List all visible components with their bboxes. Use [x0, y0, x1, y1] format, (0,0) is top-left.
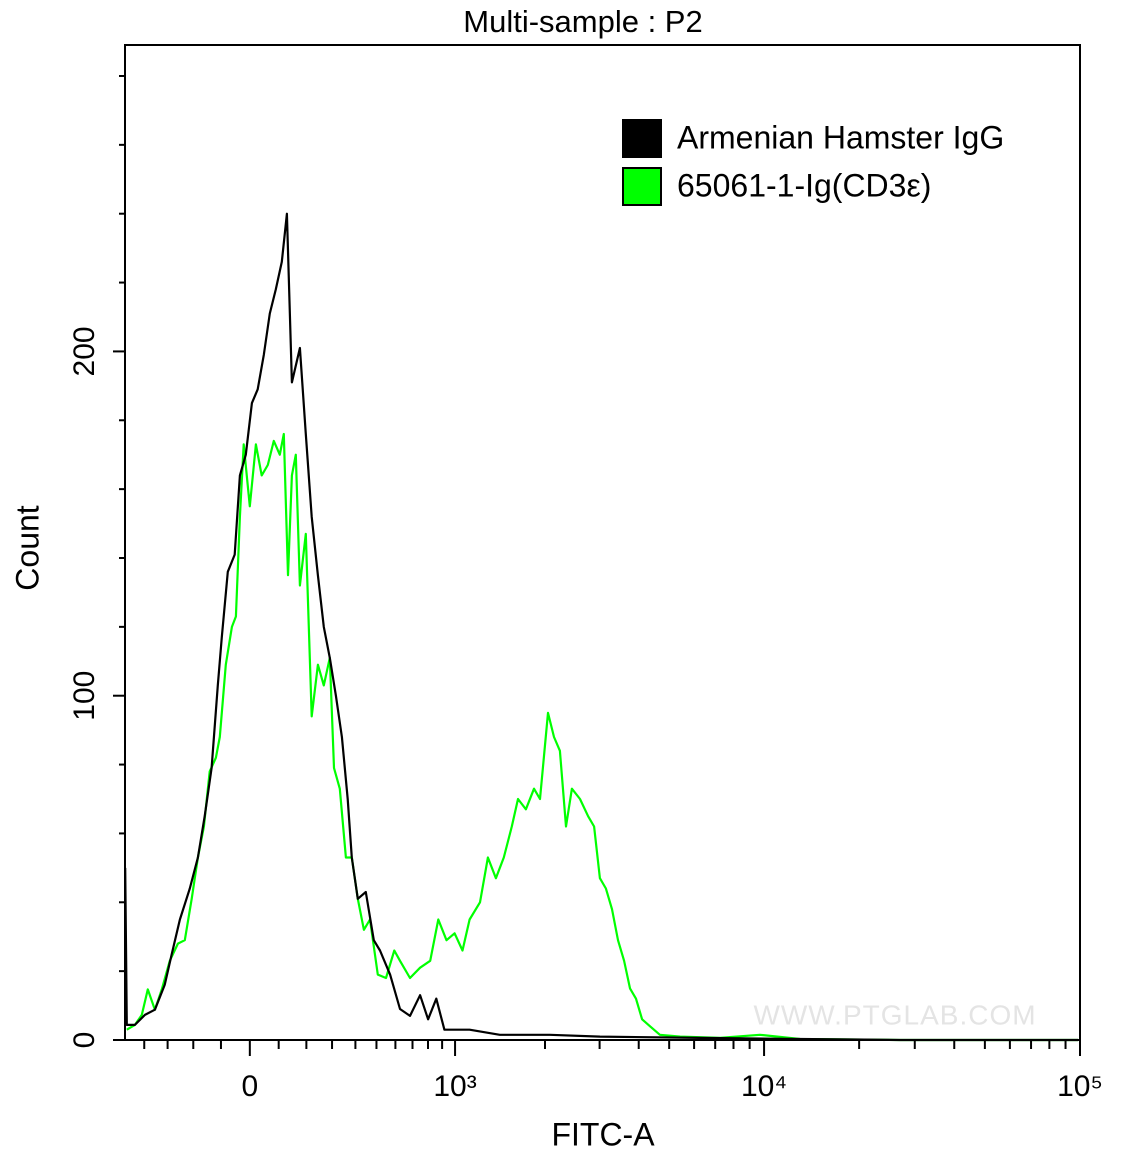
plot-frame: [124, 44, 1081, 1041]
x-tick-label: 0: [241, 1070, 258, 1103]
x-tick-label: 10⁴: [741, 1070, 787, 1103]
legend-swatch: [622, 119, 662, 158]
legend-label: Armenian Hamster IgG: [677, 119, 1004, 155]
watermark: WWW.PTGLAB.COM: [753, 999, 1036, 1030]
series-line: [126, 432, 1079, 1042]
y-tick-label: 0: [68, 1032, 101, 1049]
x-tick-label: 10³: [433, 1070, 476, 1103]
x-axis-label: FITC-A: [551, 1116, 655, 1152]
legend-swatch: [622, 167, 662, 206]
chart-title: Multi-sample : P2: [463, 4, 702, 39]
x-tick-label: 10⁵: [1057, 1070, 1103, 1103]
y-axis-label: Count: [9, 505, 45, 591]
series-line: [124, 212, 1079, 1042]
y-tick-label: 200: [68, 326, 101, 376]
legend-label: 65061-1-Ig(CD3ε): [677, 167, 931, 203]
y-tick-label: 100: [68, 671, 101, 721]
